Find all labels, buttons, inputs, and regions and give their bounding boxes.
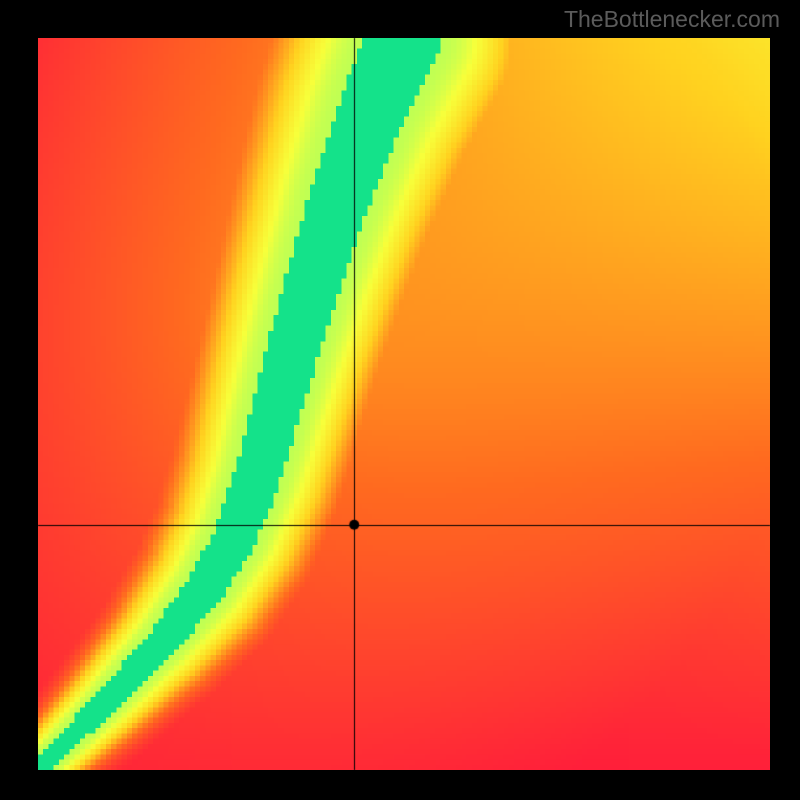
crosshair-overlay — [0, 0, 800, 800]
chart-container: TheBottlenecker.com — [0, 0, 800, 800]
watermark-text: TheBottlenecker.com — [564, 6, 780, 33]
